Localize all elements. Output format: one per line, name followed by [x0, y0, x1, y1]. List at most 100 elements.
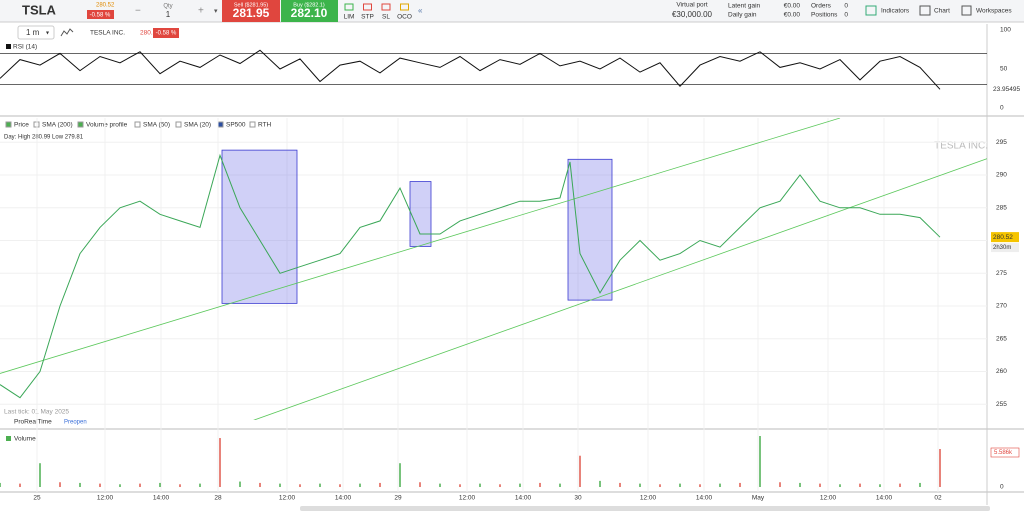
positions-count: 0 [844, 12, 848, 19]
volume-bar [199, 483, 201, 487]
price-line [0, 153, 941, 399]
legend-swatch [77, 121, 84, 128]
qty-plus[interactable]: + [198, 6, 204, 17]
timeframe-box[interactable] [17, 25, 55, 40]
legend-item[interactable]: Volume profile [86, 122, 128, 129]
volume-bar [219, 438, 221, 487]
legend-swatch [134, 121, 141, 128]
volume-bar [899, 483, 901, 487]
annotation-box [567, 158, 613, 301]
x-tick-label: 14:00 [515, 495, 532, 502]
legend-swatch [217, 121, 224, 128]
collapse[interactable]: « [418, 6, 423, 15]
order-icon [363, 3, 372, 11]
volume-bar [119, 484, 121, 487]
volume-bar [379, 482, 381, 487]
scrollbar[interactable] [300, 506, 990, 511]
y-tick-label: 270 [996, 303, 1007, 310]
x-tick-label: 02 [934, 495, 942, 502]
volume-bar [99, 483, 101, 487]
x-tick-label: 12:00 [279, 495, 296, 502]
volume-bar [279, 483, 281, 487]
last-price: 280.52 [993, 234, 1013, 241]
volume-bar [779, 482, 781, 487]
qty-minus[interactable]: − [135, 6, 141, 17]
x-tick-label: 25 [33, 495, 41, 502]
volume-bar [599, 480, 601, 487]
legend-swatch [175, 121, 182, 128]
volume-bar [619, 482, 621, 487]
annotation-box [221, 149, 298, 304]
order-button[interactable]: LIM [344, 14, 355, 21]
x-tick-label: 14:00 [153, 495, 170, 502]
x-tick-label: May [752, 495, 765, 502]
legend-item[interactable]: Price [14, 122, 29, 129]
legend-item[interactable]: SMA (50) [143, 122, 170, 129]
chart-type-icon[interactable] [60, 28, 74, 37]
latent-gain: €0.00 [784, 3, 801, 10]
x-tick-label: 30 [574, 495, 582, 502]
day-range: Day: High 280.99 Low 279.81 [4, 135, 84, 141]
volume-bar [339, 484, 341, 487]
legend-item[interactable]: SMA (200) [42, 122, 73, 129]
buy-label: Buy ($282.1) [293, 2, 325, 8]
volume-bar [819, 483, 821, 487]
orders-count: 0 [844, 3, 848, 10]
positions-label: Positions [811, 12, 838, 19]
volume-bar [519, 483, 521, 487]
rsi-label: RSI (14) [13, 44, 37, 51]
symbol[interactable]: TSLA [22, 2, 57, 17]
change-badge [87, 10, 114, 19]
order-button[interactable]: STP [361, 14, 374, 21]
order-button[interactable]: SL [382, 14, 390, 21]
order-icon [381, 3, 391, 11]
volume-bar [639, 483, 641, 487]
y-tick-label: 295 [996, 139, 1007, 146]
trendline [0, 118, 841, 374]
qty-value[interactable]: 1 [166, 10, 171, 19]
rsi-tick-label: 50 [1000, 66, 1008, 73]
volume-bar [139, 483, 141, 487]
rsi-last-value: 23.95495 [993, 86, 1020, 93]
buy-button[interactable] [281, 0, 338, 22]
x-tick-label: 12:00 [459, 495, 476, 502]
legend-swatch [5, 121, 12, 128]
y-tick-label: 255 [996, 401, 1007, 408]
order-icon [400, 3, 409, 11]
volume-bar [479, 483, 481, 487]
timeframe[interactable]: 1 m [26, 28, 40, 37]
legend-item[interactable]: SP500 [226, 122, 246, 129]
order-button[interactable]: OCO [397, 14, 412, 21]
legend-item[interactable]: SMA (20) [184, 122, 211, 129]
rsi-tick-label: 0 [1000, 105, 1004, 112]
volume-bar [759, 436, 761, 487]
header-price: 280.52 [140, 30, 160, 37]
rsi-line [0, 49, 941, 90]
volume-bar [179, 484, 181, 487]
workspaces-button[interactable]: Workspaces [976, 8, 1012, 15]
volume-bar [939, 449, 941, 487]
virtual-port: €30,000.00 [672, 10, 713, 19]
volume-bar [399, 463, 401, 487]
toolbar [0, 0, 1024, 22]
chart-button[interactable]: Chart [934, 8, 950, 15]
symbol-change: -0.58 % [90, 13, 111, 19]
x-tick-label: 28 [214, 495, 222, 502]
sell-button[interactable] [222, 0, 280, 22]
timeframe-caret: ▾ [46, 31, 49, 37]
qty-caret[interactable]: ▾ [214, 8, 218, 15]
legend-item[interactable]: RTH [258, 122, 272, 129]
daily-gain: €0.00 [784, 12, 801, 19]
trendline [253, 158, 987, 420]
volume-bar [0, 482, 1, 487]
x-tick-label: 29 [394, 495, 402, 502]
daily-gain-label: Daily gain [728, 12, 757, 19]
volume-bar [499, 484, 501, 487]
volume-bar [579, 455, 581, 487]
latent-gain-label: Latent gain [728, 3, 761, 10]
volume-bar [559, 483, 561, 487]
virtual-port-label: Virtual port [676, 2, 708, 9]
header-change: -0.58 % [156, 31, 177, 37]
volume-bar [79, 482, 81, 487]
indicators-button[interactable]: Indicators [881, 8, 910, 15]
